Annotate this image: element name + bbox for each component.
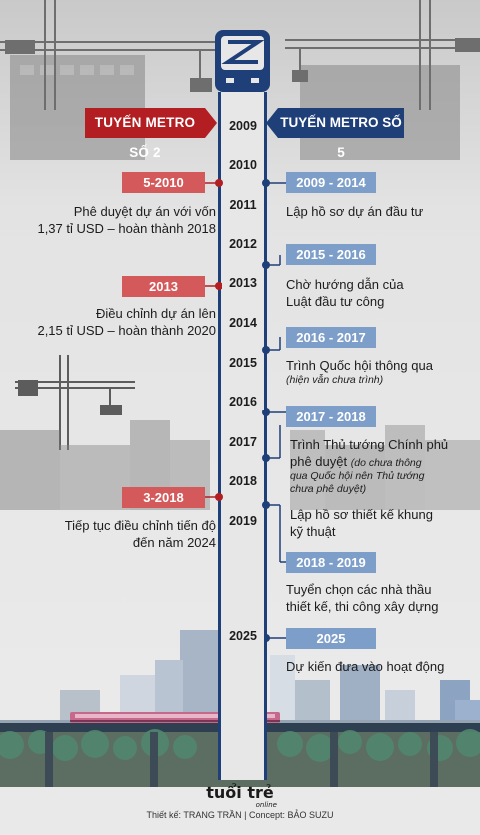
event-badge-metro-5: 2016 - 2017 — [286, 327, 376, 348]
event-text-metro-5: Chờ hướng dẫn của Luật đầu tư công — [286, 277, 404, 309]
year-label: 2025 — [222, 628, 264, 644]
event-text-metro-5: Lập hồ sơ dự án đầu tư — [286, 204, 424, 219]
tuoi-tre-logo: tuổi trẻ online — [206, 783, 277, 810]
event-text-metro-2: Điều chỉnh dự án lên 2,15 tỉ USD – hoàn … — [37, 306, 216, 338]
event-text-metro-5: Lập hồ sơ thiết kế khung kỹ thuật — [290, 507, 433, 539]
year-label: 2016 — [222, 394, 264, 410]
pillars — [45, 732, 438, 787]
event-text-metro-5: Dự kiến đưa vào hoạt động — [286, 659, 445, 674]
city-bottom — [60, 630, 480, 725]
year-label: 2015 — [222, 355, 264, 371]
train-head-icon — [215, 30, 270, 92]
event-badge-metro-5: 2009 - 2014 — [286, 172, 376, 193]
event-text-metro-5: Tuyển chọn các nhà thầu thiết kế, thi cô… — [286, 582, 439, 614]
event-badge-metro-2: 5-2010 — [122, 172, 205, 193]
crane-left — [0, 0, 215, 110]
event-text-metro-5: Trình Quốc hội thông qua (hiện vẫn chưa … — [286, 358, 433, 386]
city-silhouette-mid — [0, 420, 480, 510]
crane-right — [285, 0, 470, 110]
year-label: 2012 — [222, 236, 264, 252]
year-label: 2018 — [222, 473, 264, 489]
event-badge-metro-2: 3-2018 — [122, 487, 205, 508]
connectors — [205, 179, 286, 642]
event-text-metro-5: Trình Thủ tướng Chính phủ phê duyệt (do … — [290, 437, 449, 495]
year-label: 2019 — [222, 513, 264, 529]
event-badge-metro-5: 2018 - 2019 — [286, 552, 376, 573]
header-metro-5: TUYẾN METRO SỐ 5 — [266, 108, 404, 160]
building-left-top — [10, 55, 145, 160]
year-label: 2009 — [222, 118, 264, 134]
year-label: 2010 — [222, 157, 264, 173]
event-text-metro-2: Tiếp tục điều chỉnh tiến độ đến năm 2024 — [64, 518, 216, 550]
year-label: 2013 — [222, 275, 264, 291]
header-metro-2: TUYẾN METRO SỐ 2 — [85, 108, 217, 160]
event-badge-metro-5: 2025 — [286, 628, 376, 649]
year-label: 2011 — [222, 197, 264, 213]
design-credit: Thiết kế: TRANG TRẦN | Concept: BẢO SUZU — [146, 810, 334, 820]
year-label: 2014 — [222, 315, 264, 331]
event-badge-metro-5: 2015 - 2016 — [286, 244, 376, 265]
event-badge-metro-2: 2013 — [122, 276, 205, 297]
event-text-metro-2: Phê duyệt dự án với vốn 1,37 tỉ USD – ho… — [37, 204, 216, 236]
year-label: 2017 — [222, 434, 264, 450]
event-badge-metro-5: 2017 - 2018 — [286, 406, 376, 427]
